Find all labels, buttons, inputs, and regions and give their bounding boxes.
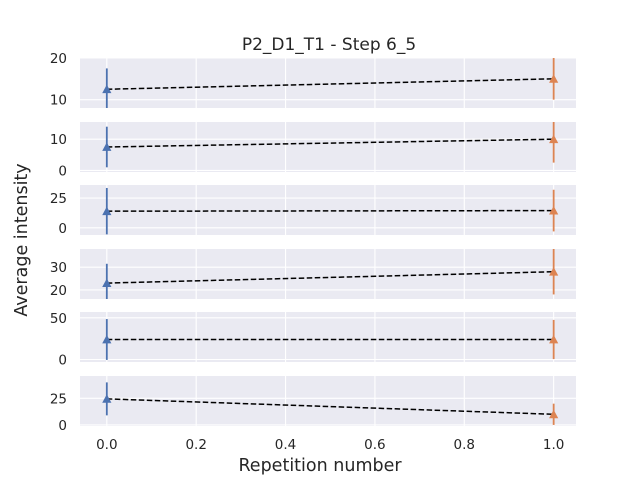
subplot-plot-area (80, 249, 576, 299)
x-tick-label: 0.8 (454, 437, 475, 453)
x-axis: 0.0 0.2 0.4 0.6 0.8 1.0 (96, 437, 564, 453)
subplot-background (80, 122, 576, 172)
trend-line (106, 78, 554, 90)
data-point-triangle (549, 334, 559, 344)
data-point-triangle (102, 394, 112, 403)
y-tick-label: 25 (50, 191, 67, 207)
y-axis-label: Average intensity (12, 163, 32, 316)
y-tick-label: 0 (58, 163, 67, 179)
trend-line (106, 209, 554, 212)
trend-line (106, 270, 554, 284)
x-tick-label: 0.4 (275, 437, 296, 453)
y-tick-label: 25 (50, 391, 67, 407)
trend-line (106, 398, 554, 416)
data-point-triangle (549, 267, 559, 276)
data-point-triangle (102, 334, 112, 344)
subplot-5: 0 50 (50, 311, 576, 369)
subplot-plot-area (80, 312, 576, 362)
y-tick-label: 0 (58, 221, 67, 237)
subplot-background (80, 249, 576, 299)
x-tick-label: 1.0 (543, 437, 564, 453)
data-point-triangle (102, 84, 112, 94)
y-tick-label: 0 (58, 418, 67, 434)
x-axis-label: Repetition number (238, 456, 402, 476)
data-point-triangle (102, 206, 112, 216)
data-point-triangle (102, 278, 112, 288)
subplot-background (80, 58, 576, 108)
x-tick-label: 0.0 (96, 437, 117, 453)
subplot-3: 0 25 (50, 185, 576, 237)
data-point-triangle (549, 74, 559, 83)
data-point-triangle (102, 142, 112, 151)
y-tick-label: 0 (58, 353, 67, 369)
y-tick-label: 20 (50, 283, 67, 299)
data-point-triangle (549, 409, 559, 419)
y-tick-label: 20 (50, 51, 67, 67)
data-point-triangle (549, 134, 559, 144)
x-tick-label: 0.6 (364, 437, 385, 453)
subplot-6: 0 25 (50, 376, 576, 434)
y-tick-label: 10 (50, 93, 67, 109)
subplot-1: 10 20 (50, 51, 576, 109)
subplot-plot-area (80, 376, 576, 426)
trend-line (106, 138, 554, 148)
subplot-background (80, 312, 576, 362)
x-tick-label: 0.2 (185, 437, 206, 453)
y-tick-label: 50 (50, 311, 67, 327)
chart-title: P2_D1_T1 - Step 6_5 (242, 35, 416, 55)
subplot-background (80, 376, 576, 426)
subplot-plot-area (80, 122, 576, 172)
y-tick-label: 10 (50, 132, 67, 148)
subplot-2: 0 10 (50, 122, 576, 179)
data-point-triangle (549, 205, 559, 215)
subplot-plot-area (80, 185, 576, 235)
subplot-plot-area (80, 58, 576, 108)
y-tick-label: 30 (50, 260, 67, 276)
